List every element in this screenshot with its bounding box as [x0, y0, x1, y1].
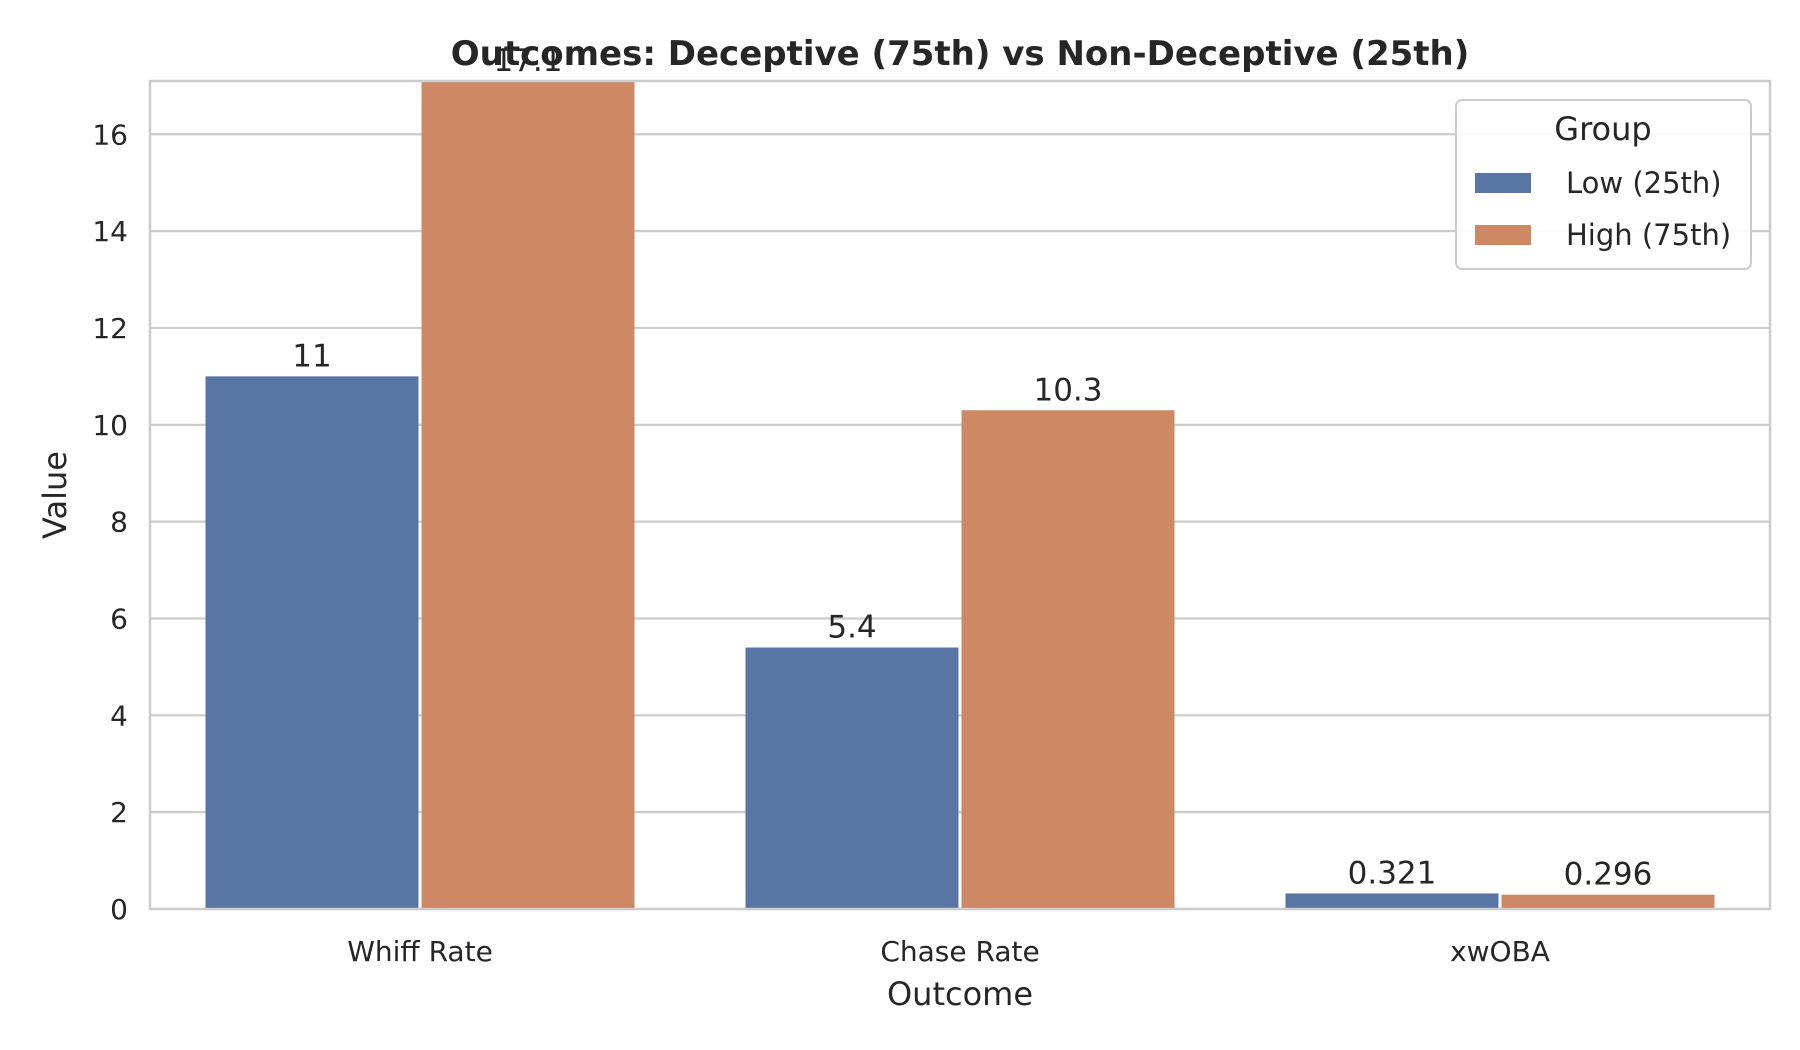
y-tick-label: 8 [110, 506, 128, 539]
x-tick-label: Chase Rate [880, 935, 1039, 968]
bar-value-labels: 11 17.1 5.4 10.3 0.321 0.296 [292, 43, 1652, 893]
x-axis-label: Outcome [887, 975, 1033, 1013]
legend-swatch-high [1475, 225, 1531, 245]
bar-value-label: 10.3 [1033, 372, 1102, 408]
bar-value-label: 0.296 [1564, 857, 1653, 893]
legend-label-low: Low (25th) [1566, 166, 1722, 200]
y-tick-label: 6 [110, 602, 128, 635]
y-tick-label: 12 [92, 312, 128, 345]
legend-label-high: High (75th) [1566, 218, 1731, 252]
bar-value-label: 17.1 [493, 43, 562, 79]
bar-value-label: 5.4 [827, 610, 876, 646]
plot-frame [148, 79, 1772, 911]
y-tick-label: 14 [92, 215, 128, 248]
y-tick-label: 16 [92, 118, 128, 151]
y-tick-label: 2 [110, 796, 128, 829]
bar-whiff-rate-low [205, 376, 419, 909]
x-tick-label: xwOBA [1450, 935, 1550, 968]
bar-value-label: 11 [292, 338, 331, 374]
y-tick-label: 4 [110, 699, 128, 732]
bar-chase-rate-high [961, 410, 1175, 909]
bar-xwoba-low [1285, 893, 1499, 909]
legend-swatch-low [1475, 173, 1531, 193]
bar-value-label: 0.321 [1348, 855, 1437, 891]
bar-xwoba-high [1501, 894, 1715, 909]
x-tick-label: Whiff Rate [347, 935, 493, 968]
bars [205, 81, 1715, 909]
bar-whiff-rate-high [421, 81, 635, 909]
chart-title: Outcomes: Deceptive (75th) vs Non-Decept… [451, 34, 1470, 74]
tick-labels: 0 2 4 6 8 10 12 14 16 Whiff Rate Chase Rate xwOBA [92, 118, 1550, 968]
legend-title: Group [1554, 110, 1651, 148]
y-tick-label: 0 [110, 893, 128, 926]
bar-chase-rate-low [745, 647, 959, 909]
y-axis-label: Value [36, 451, 74, 539]
legend: Group Low (25th) High (75th) [1455, 99, 1752, 270]
y-tick-label: 10 [92, 409, 128, 442]
